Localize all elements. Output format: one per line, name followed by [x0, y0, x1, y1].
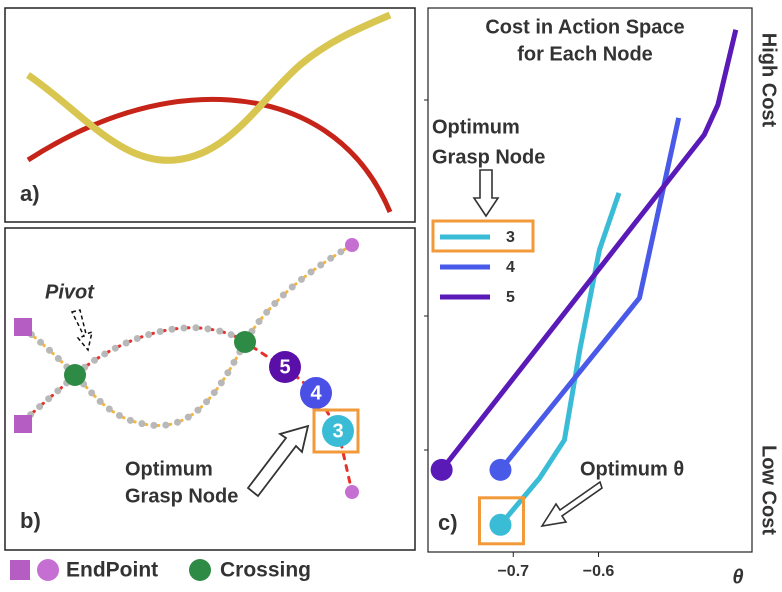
panel-label: c) [438, 510, 458, 535]
endpoint [345, 485, 359, 499]
start-point [489, 513, 512, 536]
y-label-high: High Cost [758, 33, 780, 128]
highlight-box [431, 219, 535, 253]
x-tick-label: −0.7 [497, 563, 529, 580]
node-5 [269, 351, 301, 383]
pivot-label: Pivot [45, 281, 95, 303]
chart-title: for Each Node [517, 43, 653, 65]
panel-label: a) [20, 181, 40, 206]
node-3 [322, 415, 354, 447]
y-label-low: Low Cost [758, 445, 780, 535]
annotation-line: Grasp Node [125, 485, 238, 507]
legend-title: Grasp Node [432, 146, 545, 168]
rope-yellow [26, 11, 392, 164]
panel-label: b) [20, 508, 41, 533]
node-4 [300, 377, 332, 409]
crossing [64, 364, 86, 386]
crossing [234, 331, 256, 353]
rope-red [26, 96, 393, 213]
endpoint [14, 415, 32, 433]
legend-title: Optimum [432, 116, 520, 138]
legend-arrow [472, 169, 500, 218]
chart: −0.7 −0.6 θ Cost in Action Space for Each No… [424, 7, 780, 588]
node-label: 3 [332, 420, 343, 442]
chart-title: Cost in Action Space [485, 16, 684, 38]
annotation-line: Optimum [125, 458, 213, 480]
endpoint-icon [37, 559, 59, 581]
legend-label: 5 [506, 289, 515, 306]
node-label: 5 [279, 356, 290, 378]
legend-label: 3 [506, 229, 515, 246]
highlight-box [477, 496, 525, 546]
endpoint [14, 318, 32, 336]
legend-label: EndPoint [66, 559, 158, 582]
legend-label: 4 [506, 259, 515, 276]
annotation: Optimum θ [580, 458, 684, 480]
start-point [430, 458, 453, 481]
pivot-arrow [70, 309, 94, 352]
start-point [489, 458, 512, 481]
plot-frame [427, 7, 753, 553]
annotation-arrow [540, 480, 603, 528]
crossing-icon [189, 559, 211, 581]
annotation-arrow [246, 424, 310, 498]
node-label: 4 [310, 382, 322, 404]
x-tick-label: −0.6 [583, 563, 615, 580]
x-axis-label: θ [732, 566, 743, 588]
highlight-box [312, 408, 360, 454]
legend-label: Crossing [220, 559, 311, 582]
panel-a-frame [4, 7, 416, 223]
endpoint [345, 238, 359, 252]
endpoint-icon [10, 560, 30, 580]
series-line [498, 192, 622, 527]
series-line [439, 29, 739, 472]
series-line [498, 117, 682, 472]
